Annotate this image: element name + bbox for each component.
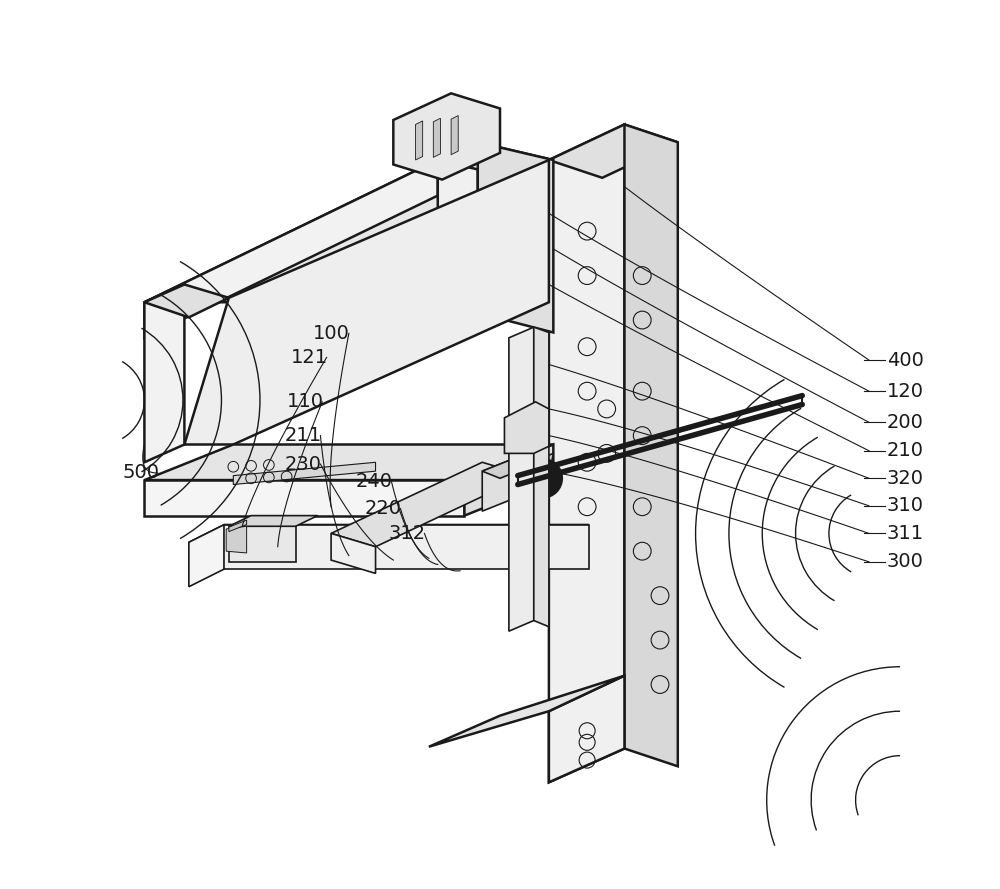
Polygon shape <box>144 284 184 462</box>
Polygon shape <box>549 124 624 782</box>
Polygon shape <box>482 453 527 511</box>
Circle shape <box>540 490 545 495</box>
Polygon shape <box>393 93 500 180</box>
Polygon shape <box>429 676 624 747</box>
Polygon shape <box>433 118 440 157</box>
Polygon shape <box>144 444 553 480</box>
Circle shape <box>554 476 560 481</box>
Circle shape <box>550 485 555 491</box>
Text: 312: 312 <box>389 524 426 543</box>
Polygon shape <box>451 116 458 155</box>
Text: 311: 311 <box>887 524 924 543</box>
Polygon shape <box>226 526 247 553</box>
Polygon shape <box>229 526 296 562</box>
Text: 120: 120 <box>887 381 924 401</box>
Circle shape <box>530 466 535 471</box>
Polygon shape <box>144 160 438 338</box>
Text: 121: 121 <box>291 348 328 367</box>
Text: 230: 230 <box>285 454 322 474</box>
Polygon shape <box>144 284 229 317</box>
Polygon shape <box>549 676 624 782</box>
Polygon shape <box>331 462 527 547</box>
Text: 240: 240 <box>356 472 393 492</box>
Text: 100: 100 <box>313 324 350 343</box>
Circle shape <box>540 461 545 467</box>
Text: 310: 310 <box>887 496 924 516</box>
Polygon shape <box>549 124 678 178</box>
Text: 320: 320 <box>887 469 924 488</box>
Polygon shape <box>224 525 589 569</box>
Text: 110: 110 <box>287 392 324 412</box>
Polygon shape <box>331 533 376 573</box>
Polygon shape <box>189 525 589 542</box>
Polygon shape <box>478 142 553 332</box>
Polygon shape <box>184 160 549 444</box>
Polygon shape <box>229 516 318 526</box>
Polygon shape <box>464 444 553 516</box>
Polygon shape <box>416 121 423 160</box>
Polygon shape <box>504 402 549 453</box>
Text: 210: 210 <box>887 441 924 461</box>
Circle shape <box>530 485 535 491</box>
Polygon shape <box>509 327 534 631</box>
Circle shape <box>526 476 531 481</box>
Text: 500: 500 <box>122 463 159 483</box>
Polygon shape <box>438 142 553 178</box>
Text: 200: 200 <box>887 412 924 432</box>
Circle shape <box>550 466 555 471</box>
Polygon shape <box>534 327 549 627</box>
Polygon shape <box>144 480 464 516</box>
Text: 220: 220 <box>365 499 402 518</box>
Text: 400: 400 <box>887 350 924 370</box>
Polygon shape <box>624 124 678 766</box>
Polygon shape <box>531 453 553 485</box>
Text: 211: 211 <box>285 426 322 445</box>
Circle shape <box>523 459 562 498</box>
Circle shape <box>516 469 537 491</box>
Polygon shape <box>233 462 376 485</box>
Polygon shape <box>144 160 553 302</box>
Polygon shape <box>438 142 478 329</box>
Polygon shape <box>189 525 224 587</box>
Polygon shape <box>482 453 544 478</box>
Text: 300: 300 <box>887 552 924 572</box>
Polygon shape <box>229 520 247 532</box>
